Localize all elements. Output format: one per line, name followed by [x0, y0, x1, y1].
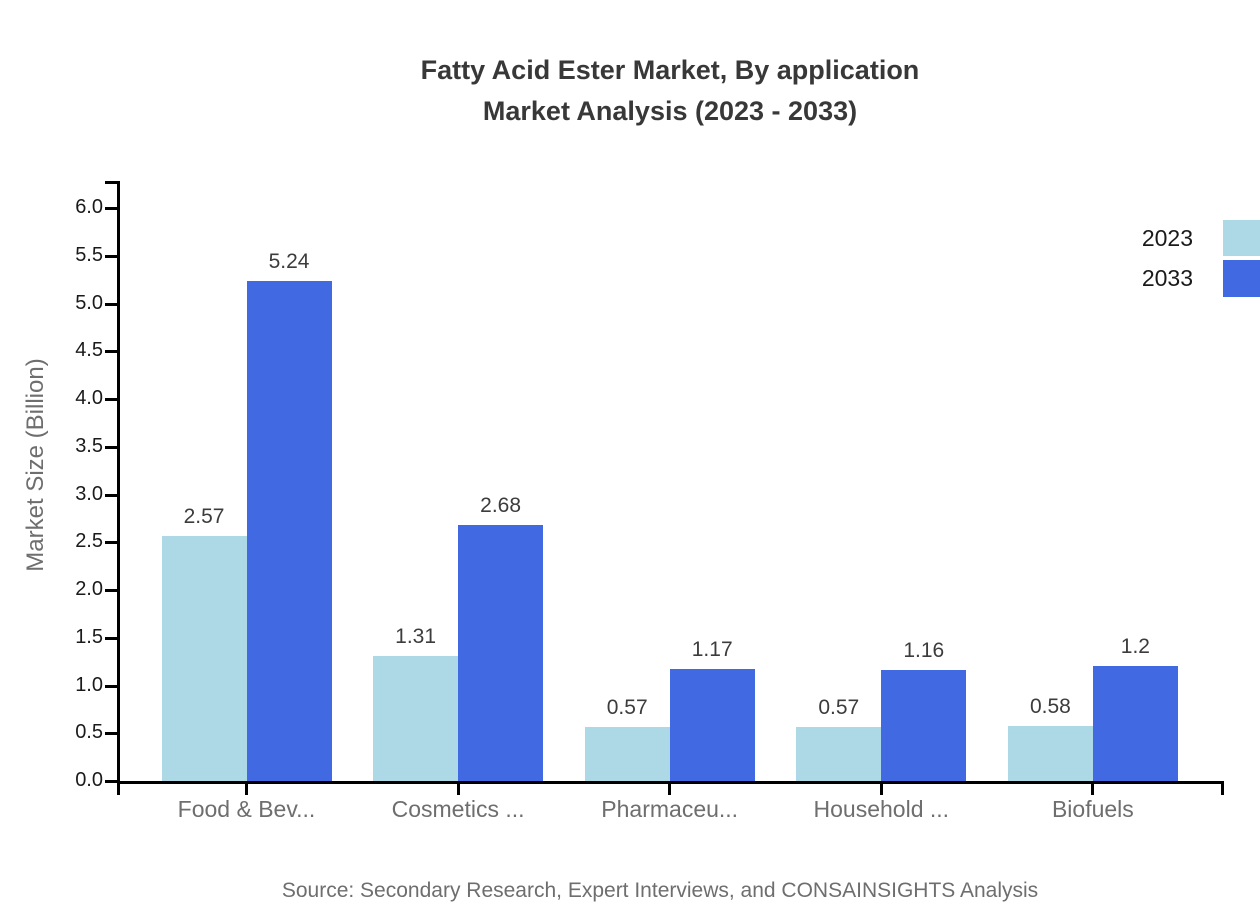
- x-category-label: Biofuels: [1051, 796, 1134, 822]
- y-tick-label: 0.5: [75, 721, 103, 744]
- y-tick: [105, 541, 117, 545]
- bar-2023-3: [584, 727, 670, 781]
- y-tick: [105, 350, 117, 354]
- chart-title-line1: Fatty Acid Ester Market, By application: [420, 55, 920, 85]
- y-tick-label: 4.0: [75, 387, 103, 409]
- y-tick: [105, 398, 117, 401]
- y-tick-label: 2.0: [75, 578, 103, 600]
- x-axis-line: [117, 781, 1224, 784]
- x-tick: [879, 784, 883, 795]
- y-axis-cap-tick: [105, 181, 117, 184]
- x-category-label: Household ...: [813, 796, 950, 822]
- bar-value-label: 1.17: [691, 638, 733, 661]
- bar-2023-1: [161, 536, 247, 781]
- bar-2023-2: [373, 656, 459, 781]
- y-tick: [105, 636, 117, 640]
- bar-2033-3: [669, 669, 755, 781]
- bar-value-label: 1.31: [395, 625, 437, 648]
- x-category-label: Pharmaceu...: [601, 796, 739, 822]
- y-tick: [105, 780, 117, 783]
- chart-title: Fatty Acid Ester Market, By application …: [80, 50, 1260, 132]
- bar-2033-4: [881, 670, 967, 781]
- x-tick: [1091, 784, 1095, 795]
- y-tick: [105, 732, 117, 736]
- bar-value-label: 0.57: [606, 696, 648, 719]
- y-tick: [105, 254, 117, 258]
- legend-swatch-2033: [1223, 260, 1260, 297]
- y-tick-label: 4.5: [75, 339, 103, 362]
- y-tick-label: 5.5: [75, 243, 103, 266]
- x-tick: [456, 784, 460, 795]
- y-tick-label: 1.5: [75, 625, 103, 648]
- bar-2033-1: [246, 281, 332, 781]
- x-category-label: Food & Bev...: [177, 796, 316, 822]
- bar-value-label: 2.57: [183, 505, 225, 528]
- bar-value-label: 2.68: [480, 494, 522, 517]
- x-tick: [245, 784, 248, 795]
- y-tick: [105, 493, 117, 497]
- bar-value-label: 0.58: [1029, 695, 1071, 718]
- y-tick-label: 2.5: [75, 530, 103, 553]
- y-axis-line: [117, 181, 120, 795]
- y-tick: [105, 302, 117, 306]
- bar-2023-4: [796, 727, 882, 781]
- bar-value-label: 1.16: [903, 639, 945, 662]
- bar-2033-2: [458, 525, 544, 781]
- bar-2033-5: [1092, 666, 1178, 781]
- bar-value-label: 0.57: [818, 696, 860, 719]
- y-tick-label: 3.5: [75, 434, 103, 457]
- bar-value-label: 1.2: [1120, 635, 1150, 658]
- y-tick: [105, 207, 117, 210]
- x-category-label: Cosmetics ...: [391, 796, 525, 822]
- source-note: Source: Secondary Research, Expert Inter…: [281, 879, 1039, 902]
- x-end-tick: [1221, 784, 1224, 795]
- y-tick: [105, 445, 117, 449]
- bar-value-label: 5.24: [268, 250, 310, 273]
- y-tick-label: 1.0: [75, 673, 103, 696]
- legend-label-2023: 2023: [1141, 225, 1193, 251]
- y-tick: [105, 589, 117, 592]
- y-tick-label: 3.0: [75, 482, 103, 505]
- bar-2023-5: [1007, 726, 1093, 781]
- y-tick-label: 5.0: [75, 291, 103, 314]
- y-tick-label: 6.0: [75, 196, 103, 218]
- x-tick: [668, 784, 672, 795]
- legend-swatch-2023: [1223, 220, 1260, 256]
- legend-label-2033: 2033: [1141, 265, 1193, 291]
- y-tick: [105, 684, 117, 688]
- y-tick-label: 0.0: [75, 769, 103, 791]
- chart-title-line2: Market Analysis (2023 - 2033): [482, 96, 858, 126]
